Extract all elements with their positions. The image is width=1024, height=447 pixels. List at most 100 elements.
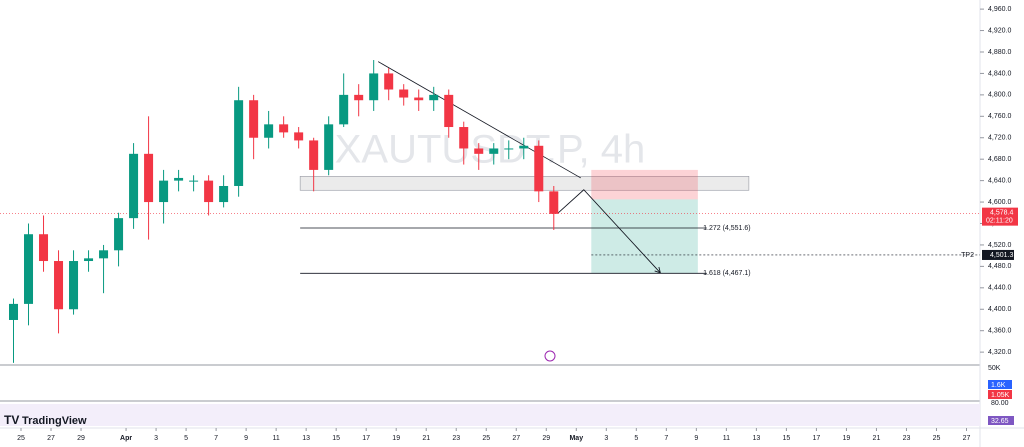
x-tick-label: 5 [184,435,188,442]
y-tick-label: 4,640.0 [988,177,1011,184]
y-tick-label: 4,360.0 [988,328,1011,335]
candle-body [144,153,154,203]
y-tick-label: 4,720.0 [988,135,1011,142]
candle-body [324,124,334,170]
volume-label: 1.6K [991,382,1006,389]
y-tick-label: 4,840.0 [988,70,1011,77]
x-tick-label: 15 [332,435,340,442]
x-tick-label: 11 [273,435,280,442]
event-icon[interactable] [544,350,556,362]
candle-body [384,73,394,90]
candle-body [489,148,499,154]
x-tick-label: 23 [903,435,911,442]
y-tick-label: 4,800.0 [988,92,1011,99]
candle-body [219,185,229,203]
candle-body [234,100,244,186]
tp2-name: TP2 [961,252,974,259]
rsi-value: 32.65 [991,418,1009,425]
rsi-band [0,404,980,426]
candle-body [159,180,169,203]
x-tick-label: 17 [813,435,821,442]
x-tick-label: 21 [422,435,430,442]
countdown: 02:11:20 [986,217,1013,224]
candle-body [84,258,94,262]
candle-body [249,100,259,138]
candle-body [69,261,79,310]
brand: TradingView [22,415,87,427]
logo-mark: TV [4,413,19,427]
candle-body [279,124,289,133]
candle-body [294,132,304,141]
x-tick-label: 25 [482,435,490,442]
x-tick-label: 23 [452,435,460,442]
candle-body [309,140,319,170]
rsi-badge [988,416,1014,425]
candle-body [519,145,529,149]
candle-body [9,303,19,320]
volume-scale: 50K [988,365,1001,372]
x-tick-label: 13 [752,435,760,442]
arrow-head [654,266,661,274]
target-zone [591,199,698,274]
candle-body [549,191,559,214]
zone [299,176,750,191]
last-price-badge [982,207,1018,226]
y-tick-label: 4,600.0 [988,199,1011,206]
y-tick-label: 4,960.0 [988,6,1011,13]
candle-body [189,180,199,182]
x-tick-label: 7 [664,435,668,442]
x-tick-label: 3 [604,435,608,442]
x-tick-label: 21 [873,435,881,442]
arrow [557,189,661,274]
tp2-label: 4,501.3 [990,252,1013,259]
x-tick-label: 3 [154,435,158,442]
x-tick-label: 27 [512,435,520,442]
last-price-label: 4,578.4 [990,209,1013,216]
y-tick-label: 4,920.0 [988,27,1011,34]
candle-body [369,73,379,101]
x-tick-label: 5 [634,435,638,442]
x-tick-label: 13 [302,435,310,442]
x-tick-label: Apr [120,435,132,442]
trendline [377,61,581,179]
x-tick-label: 15 [783,435,791,442]
x-tick-label: 19 [392,435,400,442]
volume-badge [988,380,1012,389]
tp2-badge [982,249,1014,260]
candle-body [24,234,34,304]
candle-body [474,148,484,154]
y-tick-label: 4,320.0 [988,349,1011,356]
y-tick-label: 4,880.0 [988,49,1011,56]
x-tick-label: 25 [17,435,25,442]
candle-body [54,261,64,310]
candle-body [99,250,109,259]
y-tick-label: 4,520.0 [988,242,1011,249]
x-tick-label: 19 [843,435,851,442]
x-tick-label: 29 [77,435,85,442]
x-tick-label: 11 [723,435,730,442]
candle-body [204,180,214,203]
x-tick-label: 25 [933,435,941,442]
y-tick-label: 4,760.0 [988,113,1011,120]
volume-badge [988,390,1012,399]
x-tick-label: 27 [47,435,55,442]
candle-body [534,145,544,192]
candle-body [399,89,409,98]
logo: TV TradingView [4,413,87,427]
y-tick-label: 4,680.0 [988,156,1011,163]
candle-body [264,124,274,138]
x-tick-label: 27 [963,435,971,442]
x-tick-label: 17 [362,435,370,442]
candle-body [339,94,349,125]
x-tick-label: May [569,435,583,442]
stop-zone [591,169,698,200]
y-tick-label: 4,440.0 [988,285,1011,292]
y-tick-label: 4,480.0 [988,263,1011,270]
candle-body [414,97,424,101]
fib-label: 1.618 (4,467.1) [703,270,750,277]
volume-label: 1.05K [991,392,1010,399]
candle-body [114,218,124,251]
candle-body [429,94,439,101]
